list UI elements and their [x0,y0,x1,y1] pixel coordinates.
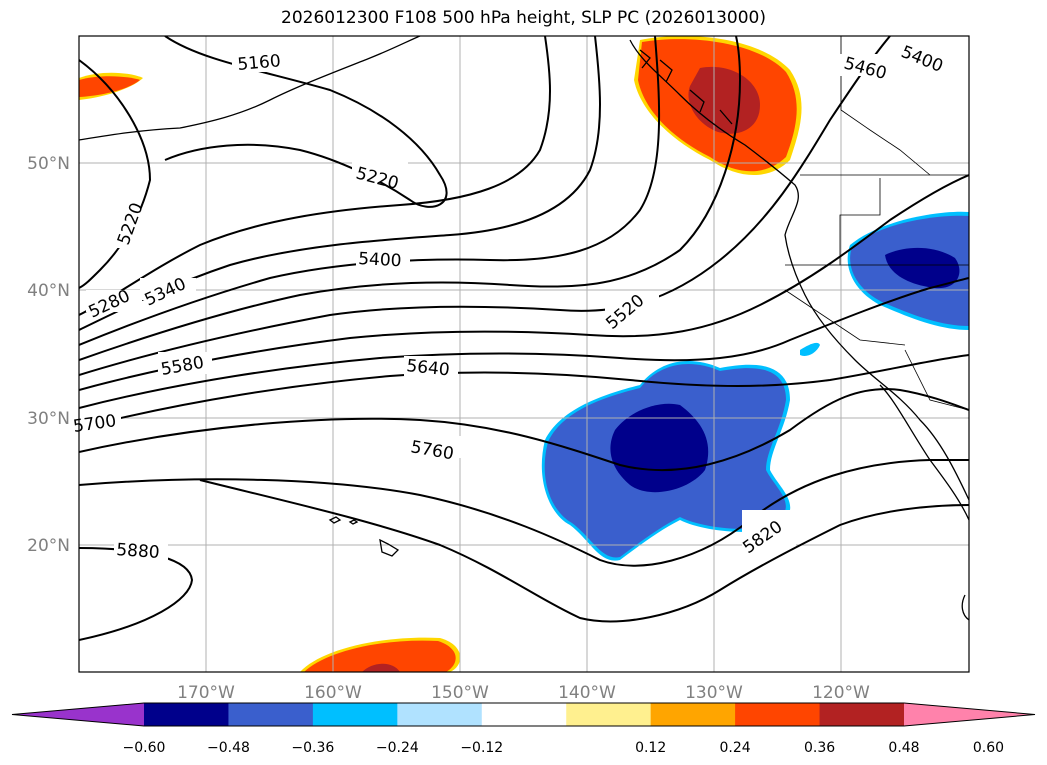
colorbar-segment [735,703,821,726]
colorbar: −0.60 −0.48 −0.36 −0.24 −0.12 0.12 0.24 0.36 0.4… [11,702,1036,756]
colorbar-segment [566,703,652,726]
colorbar-segment [312,703,398,726]
lon-tick-130w: 130°W [685,683,743,703]
contour-label-5460: 5460 [840,54,896,84]
coastlines [79,36,969,621]
svg-text:5880: 5880 [116,540,161,563]
contour-label-5520: 5520 [602,291,659,334]
colorbar-segment [650,703,736,726]
colorbar-tick-label: 0.48 [888,740,919,756]
lat-tick-20n: 20°N [27,536,70,556]
colorbar-segment [228,703,314,726]
contour-label-5880: 5880 [114,540,168,563]
lon-tick-170w: 170°W [177,683,235,703]
lon-tick-160w: 160°W [304,683,362,703]
contour-label-5220-north: 5220 [352,162,408,194]
lat-tick-30n: 30°N [27,409,70,429]
negative-anomaly-east [847,211,969,330]
colorbar-segment [819,703,905,726]
positive-anomaly-northwest [634,36,802,175]
longitude-ticks: 170°W 160°W 150°W 140°W 130°W 120°W [177,683,870,703]
colorbar-tick-label: 0.12 [635,740,666,756]
colorbar-tick-label: 0.36 [804,740,835,756]
contour-label-5400-central: 5400 [356,248,410,271]
political-borders [784,36,969,411]
map-title: 2026012300 F108 500 hPa height, SLP PC (… [281,8,766,28]
colorbar-tick-label: −0.24 [376,740,419,756]
positive-anomaly-south [300,637,461,672]
map-frame [78,35,970,673]
colorbar-extend-low [12,703,144,726]
lon-tick-120w: 120°W [812,683,870,703]
svg-text:5400: 5400 [358,249,402,271]
contour-label-5580: 5580 [158,352,212,380]
colorbar-tick-label: 0.60 [973,740,1004,756]
map-plot-area [79,36,969,672]
colorbar-tick-label: −0.12 [460,740,503,756]
colorbar-tick-label: −0.60 [123,740,166,756]
colorbar-segment [481,703,567,726]
lon-tick-150w: 150°W [431,683,489,703]
height-contours [79,36,969,641]
colorbar-tick-label: −0.36 [291,740,334,756]
colorbar-tick-label: 0.24 [720,740,751,756]
negative-anomaly-central [541,342,820,561]
lon-tick-140w: 140°W [558,683,616,703]
lat-tick-50n: 50°N [27,154,70,174]
contour-label-5640: 5640 [404,356,458,380]
latitude-ticks: 50°N 40°N 30°N 20°N [27,154,70,556]
contour-label-5160: 5160 [232,51,288,75]
graticule [79,36,969,672]
colorbar-segment [144,703,229,726]
colorbar-segment [397,703,483,726]
colorbar-extend-high [904,703,1035,726]
colorbar-outline [11,702,1036,727]
lat-tick-40n: 40°N [27,281,70,301]
colorbar-tick-label: −0.48 [207,740,250,756]
svg-text:5640: 5640 [405,356,450,380]
svg-text:5160: 5160 [237,51,282,75]
